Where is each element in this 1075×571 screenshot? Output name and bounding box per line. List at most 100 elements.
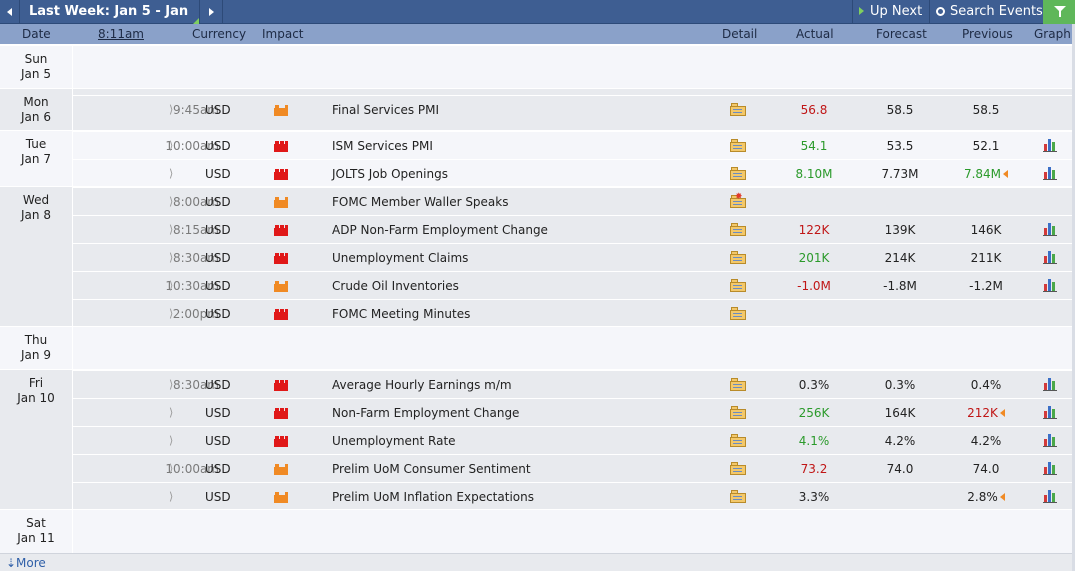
event-name[interactable]: ADP Non-Farm Employment Change [332,223,548,237]
up-next-button[interactable]: Up Next [852,0,929,24]
detail-icon[interactable] [730,406,746,419]
event-row[interactable]: ⟩ USD JOLTS Job Openings 8.10M 7.73M 7.84M [73,159,1072,187]
event-actual: 54.1 [800,139,828,153]
event-forecast: 53.5 [886,139,914,153]
detail-icon[interactable] [730,139,746,152]
event-forecast: 0.3% [884,378,916,392]
sound-icon[interactable]: ⟩ [169,462,174,475]
day-name: Thu [24,333,48,347]
event-row[interactable]: 8:15am ⟩ USD ADP Non-Farm Employment Change… [73,215,1072,243]
event-currency: USD [205,378,231,392]
date-cell: Sat Jan 11 [0,509,73,553]
graph-icon[interactable] [1043,489,1058,503]
event-row[interactable]: ⟩ USD Unemployment Rate 4.1% 4.2% 4.2% [73,426,1072,454]
event-name[interactable]: Unemployment Claims [332,251,469,265]
event-row[interactable]: ⟩ USD Prelim UoM Inflation Expectations 3.3… [73,482,1072,510]
event-row[interactable]: 2:00pm ⟩ USD FOMC Meeting Minutes [73,299,1072,327]
event-name[interactable]: Final Services PMI [332,103,440,117]
event-name[interactable]: FOMC Meeting Minutes [332,307,471,321]
graph-icon[interactable] [1043,405,1058,419]
event-name[interactable]: Prelim UoM Consumer Sentiment [332,462,531,476]
detail-icon[interactable]: ✸ [730,193,746,208]
calendar-toolbar: Last Week: Jan 5 - Jan 11 Up Next Search… [0,0,1075,43]
day-band [0,186,1072,326]
sound-icon[interactable]: ⟩ [169,139,174,152]
event-name[interactable]: JOLTS Job Openings [332,167,448,181]
event-row[interactable]: 10:00am ⟩ USD Prelim UoM Consumer Sentiment… [73,454,1072,482]
event-name[interactable]: ISM Services PMI [332,139,433,153]
sound-icon[interactable]: ⟩ [169,378,174,391]
event-forecast: 58.5 [886,103,914,117]
event-name[interactable]: Unemployment Rate [332,434,456,448]
search-events-label: Search Events [950,4,1043,19]
day-date: Jan 6 [21,110,51,124]
event-row[interactable]: ⟩ USD Non-Farm Employment Change 256K 164K 21… [73,398,1072,426]
detail-icon[interactable] [730,490,746,503]
detail-icon[interactable] [730,223,746,236]
event-name[interactable]: Non-Farm Employment Change [332,406,520,420]
detail-icon[interactable] [730,251,746,264]
search-events-button[interactable]: Search Events [929,0,1043,24]
event-previous: 146K [950,216,1022,244]
graph-icon[interactable] [1043,278,1058,292]
sound-icon[interactable]: ⟩ [169,490,174,503]
graph-icon[interactable] [1043,166,1058,180]
sound-icon[interactable]: ⟩ [169,167,174,180]
detail-icon[interactable] [730,167,746,180]
scrollbar[interactable] [1072,24,1075,571]
day-date: Jan 10 [17,391,55,405]
sound-icon[interactable]: ⟩ [169,307,174,320]
sound-icon[interactable]: ⟩ [169,223,174,236]
event-previous: 7.84M [950,160,1022,188]
event-name[interactable]: Average Hourly Earnings m/m [332,378,512,392]
event-name[interactable]: Prelim UoM Inflation Expectations [332,490,534,504]
week-selector[interactable]: Last Week: Jan 5 - Jan 11 [21,0,200,43]
event-row[interactable]: 8:00am ⟩ USD FOMC Member Waller Speaks ✸ [73,187,1072,215]
event-forecast: -1.8M [883,279,917,293]
day-band [0,326,1072,369]
event-row[interactable]: 8:30am ⟩ USD Unemployment Claims 201K 214K 211… [73,243,1072,271]
graph-icon[interactable] [1043,250,1058,264]
revised-flag-icon[interactable] [1003,170,1009,178]
detail-icon[interactable] [730,434,746,447]
header-current-time[interactable]: 8:11am [98,27,144,41]
event-name[interactable]: FOMC Member Waller Speaks [332,195,509,209]
day-name: Tue [25,137,47,151]
previous-week-button[interactable] [0,0,20,24]
revised-flag-icon[interactable] [999,493,1005,501]
sound-icon[interactable]: ⟩ [169,103,174,116]
event-row[interactable]: 8:30am ⟩ USD Average Hourly Earnings m/m 0.3… [73,370,1072,398]
event-previous-value: 52.1 [972,139,1000,153]
event-forecast: 214K [884,251,916,265]
event-name[interactable]: Crude Oil Inventories [332,279,459,293]
sound-icon[interactable]: ⟩ [169,406,174,419]
revised-flag-icon[interactable] [999,409,1005,417]
filter-button[interactable] [1043,0,1075,24]
graph-icon[interactable] [1043,222,1058,236]
event-row[interactable]: 9:45am ⟩ USD Final Services PMI 56.8 58.5 58.5 [73,95,1072,123]
event-row[interactable]: 10:00am ⟩ USD ISM Services PMI 54.1 53.5 52.1 [73,131,1072,159]
detail-icon[interactable] [730,378,746,391]
detail-icon[interactable] [730,307,746,320]
event-currency: USD [205,223,231,237]
sound-icon[interactable]: ⟩ [169,279,174,292]
graph-icon[interactable] [1043,461,1058,475]
graph-icon[interactable] [1043,377,1058,391]
detail-icon[interactable] [730,462,746,475]
event-previous: 0.4% [950,371,1022,399]
graph-icon[interactable] [1043,138,1058,152]
sound-icon[interactable]: ⟩ [169,251,174,264]
more-button[interactable]: ⇣More [6,556,46,570]
event-row[interactable]: 10:30am ⟩ USD Crude Oil Inventories -1.0M -1.… [73,271,1072,299]
detail-icon[interactable] [730,279,746,292]
graph-icon[interactable] [1043,433,1058,447]
event-forecast: 4.2% [884,434,916,448]
up-next-label: Up Next [870,4,923,19]
detail-icon[interactable] [730,103,746,116]
event-actual: 122K [798,223,830,237]
corner-indicator-icon [193,18,199,24]
day-date: Jan 8 [21,208,51,222]
sound-icon[interactable]: ⟩ [169,434,174,447]
next-week-button[interactable] [201,0,223,24]
sound-icon[interactable]: ⟩ [169,195,174,208]
